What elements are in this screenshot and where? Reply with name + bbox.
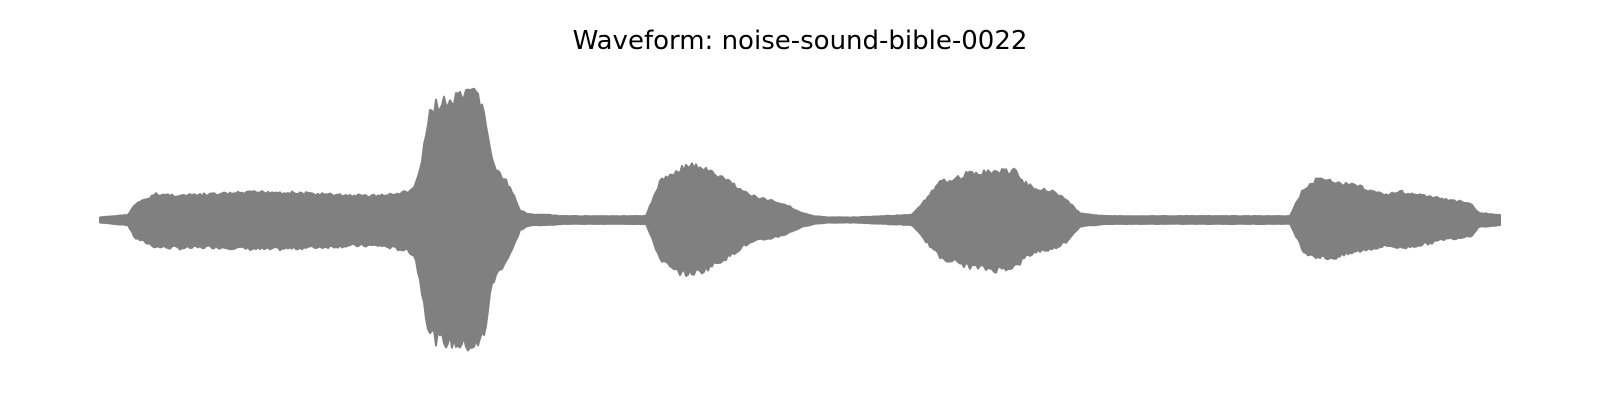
waveform-area	[99, 87, 1501, 352]
chart-title: Waveform: noise-sound-bible-0022	[572, 26, 1028, 56]
